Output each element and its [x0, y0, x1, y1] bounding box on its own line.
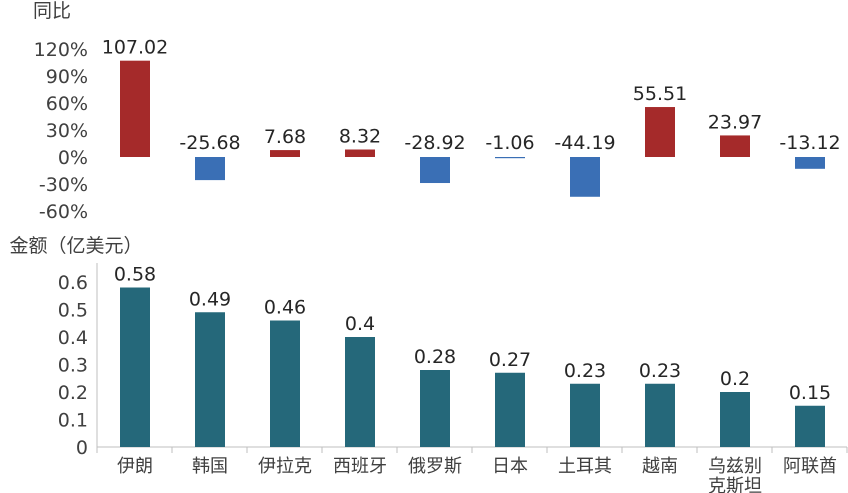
yoy-bar	[195, 157, 225, 181]
amount-bar	[645, 383, 675, 447]
amount-data-label: 0.23	[564, 360, 606, 382]
amount-bar	[420, 370, 450, 447]
amount-bar	[720, 392, 750, 447]
amount-tick-label: 0	[76, 437, 88, 459]
category-label: 韩国	[192, 456, 228, 477]
yoy-data-label: 7.68	[264, 126, 306, 148]
amount-bar	[120, 287, 150, 447]
category-label: 日本	[492, 456, 528, 477]
amount-data-label: 0.27	[489, 349, 531, 371]
yoy-data-label: 107.02	[102, 37, 168, 59]
yoy-data-label: 55.51	[633, 83, 687, 105]
yoy-data-label: 23.97	[708, 111, 762, 133]
amount-bar	[795, 405, 825, 447]
category-label: 伊拉克	[258, 456, 312, 477]
category-label: 越南	[642, 456, 678, 477]
amount-data-label: 0.46	[264, 297, 306, 319]
amount-data-label: 0.23	[639, 360, 681, 382]
amount-bar	[345, 337, 375, 447]
amount-axis-label: 金额（亿美元）	[9, 235, 142, 257]
amount-chart: 0.6 0.5 0.4 0.3 0.2 0.1 0 0.58 伊朗 0.49 韩国 0.46 伊拉克 0.…	[58, 263, 848, 493]
yoy-bar	[420, 157, 450, 184]
yoy-axis-label: 同比	[33, 0, 71, 22]
yoy-data-label: -44.19	[554, 132, 615, 154]
yoy-data-label: 8.32	[339, 126, 381, 148]
yoy-tick-label: 120%	[34, 39, 88, 61]
amount-data-label: 0.28	[414, 346, 456, 368]
amount-data-label: 0.2	[720, 368, 750, 390]
yoy-data-label: -13.12	[779, 132, 840, 154]
category-label: 土耳其	[558, 456, 612, 477]
yoy-bar	[495, 157, 525, 159]
amount-tick-label: 0.3	[58, 355, 88, 377]
amount-data-label: 0.58	[114, 264, 156, 286]
amount-data-label: 0.49	[189, 288, 231, 310]
yoy-bar	[345, 149, 375, 157]
yoy-data-label: -28.92	[404, 132, 465, 154]
amount-bar	[195, 312, 225, 447]
yoy-bar	[270, 150, 300, 157]
category-label: 俄罗斯	[408, 456, 462, 477]
amount-bar	[570, 383, 600, 447]
amount-data-label: 0.4	[345, 313, 375, 335]
amount-bar	[495, 372, 525, 447]
yoy-bar	[120, 60, 150, 157]
category-label: 乌兹别	[708, 456, 762, 477]
category-label: 克斯坦	[708, 476, 762, 493]
category-label: 伊朗	[117, 456, 153, 477]
yoy-bar	[570, 157, 600, 197]
amount-data-label: 0.15	[789, 382, 831, 404]
category-label: 阿联酋	[783, 456, 837, 477]
yoy-tick-label: 90%	[46, 66, 88, 88]
yoy-bar	[645, 107, 675, 157]
yoy-tick-label: 60%	[46, 93, 88, 115]
yoy-data-label: -1.06	[485, 132, 534, 154]
yoy-data-label: -25.68	[179, 132, 240, 154]
yoy-tick-label: 30%	[46, 120, 88, 142]
amount-tick-label: 0.2	[58, 382, 88, 404]
yoy-bar	[795, 157, 825, 169]
yoy-tick-label: 0%	[58, 147, 88, 169]
amount-bar	[270, 320, 300, 447]
amount-tick-label: 0.5	[58, 300, 88, 322]
amount-tick-label: 0.6	[58, 272, 88, 294]
yoy-tick-label: -60%	[39, 201, 88, 223]
yoy-chart: 120% 90% 60% 30% 0% -30% -60% 107.02 -25.68 7.68 8…	[34, 37, 841, 223]
amount-tick-label: 0.1	[58, 410, 88, 432]
amount-tick-label: 0.4	[58, 327, 88, 349]
yoy-bar	[720, 135, 750, 157]
category-label: 西班牙	[333, 456, 387, 477]
yoy-tick-label: -30%	[39, 174, 88, 196]
